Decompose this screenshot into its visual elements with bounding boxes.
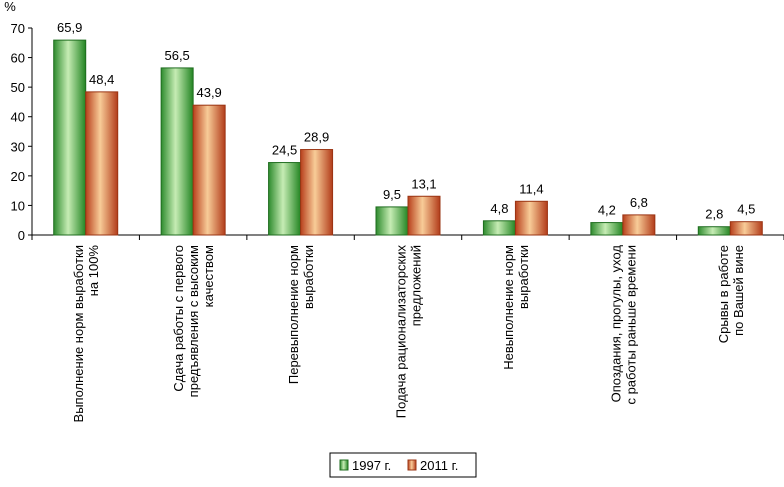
legend-label: 2011 г. — [420, 458, 458, 473]
y-tick-label: 10 — [11, 198, 25, 213]
bar-2011-5 — [622, 214, 656, 236]
data-label: 28,9 — [304, 130, 329, 145]
bar-1997-5 — [590, 222, 624, 236]
data-label: 11,4 — [519, 181, 543, 196]
y-tick-label: 60 — [11, 51, 25, 66]
bar-1997-2 — [268, 162, 302, 236]
data-label: 43,9 — [196, 85, 221, 100]
bar-2011-3 — [407, 195, 441, 236]
category-label: Опоздания, прогулы, уход с работы раньше … — [608, 245, 638, 405]
data-label: 65,9 — [57, 20, 82, 35]
bar-2011-1 — [192, 104, 226, 236]
category-label-line: Подача рационализаторских — [394, 245, 409, 419]
category-label-line: на 100% — [86, 245, 101, 297]
data-labels: 65,9 48,4 56,5 43,9 24,5 28,9 9,5 13,1 4,8 11,4 4,… — [57, 20, 755, 222]
category-label-line: Выполнение норм выработки — [71, 245, 86, 422]
data-label: 2,8 — [705, 207, 723, 222]
bars — [53, 39, 763, 236]
data-label: 4,5 — [737, 202, 755, 217]
bar-2011-4 — [514, 200, 548, 236]
category-label: Подача рационализаторских предложений — [394, 245, 424, 419]
category-label-line: предъявления с высоким — [186, 245, 201, 397]
category-label: Выполнение норм выработки на 100% — [71, 245, 101, 423]
bar-2011-0 — [85, 91, 119, 236]
axes: 0 10 20 30 40 50 60 70% — [4, 0, 784, 243]
category-label: Невыполнение норм выработки — [501, 245, 531, 370]
data-label: 4,8 — [490, 201, 508, 216]
category-label-line: Невыполнение норм — [501, 245, 516, 370]
legend-box — [329, 452, 477, 478]
data-label: 4,2 — [598, 203, 616, 218]
data-label: 13,1 — [411, 176, 436, 191]
category-label-line: с работы раньше времени — [623, 245, 638, 405]
data-label: 6,8 — [630, 195, 648, 210]
category-label-line: Перевыполнение норм — [286, 245, 301, 384]
category-label-line: выработки — [516, 245, 531, 309]
bar-2011-6 — [729, 221, 763, 236]
category-label: Перевыполнение норм выработки — [286, 245, 316, 384]
category-label: Срывы в работе по Вашей вине — [716, 245, 746, 343]
legend-swatch-1997 — [339, 459, 349, 471]
data-label: 48,4 — [89, 72, 114, 87]
category-label-line: выработки — [301, 245, 316, 309]
data-label: 56,5 — [164, 48, 189, 63]
y-tick-label: 50 — [11, 80, 25, 95]
legend-label: 1997 г. — [352, 458, 391, 473]
legend-swatch-2011 — [407, 459, 417, 471]
category-labels: Выполнение норм выработки на 100% Сдача ра… — [71, 245, 746, 423]
y-tick-label: 40 — [11, 110, 25, 125]
y-tick-label: 30 — [11, 139, 25, 154]
bar-1997-6 — [697, 226, 731, 236]
bar-1997-0 — [53, 39, 87, 236]
y-tick-label: 70 — [11, 21, 25, 36]
category-label-line: Опоздания, прогулы, уход — [608, 245, 623, 403]
bar-1997-1 — [160, 67, 194, 236]
y-axis-unit-label: % — [4, 0, 16, 14]
category-label-line: качеством — [201, 245, 216, 307]
bar-1997-4 — [482, 220, 516, 236]
legend: 1997 г. 2011 г. — [329, 452, 477, 478]
bar-1997-3 — [375, 206, 409, 236]
category-label-line: Сдача работы с первого — [171, 245, 186, 392]
y-tick-label: 20 — [11, 169, 25, 184]
category-label-line: Срывы в работе — [716, 245, 731, 343]
bar-2011-2 — [300, 149, 334, 236]
category-label: Сдача работы с первого предъявления с выс… — [171, 245, 216, 397]
category-label-line: по Вашей вине — [731, 245, 746, 336]
category-label-line: предложений — [409, 245, 424, 326]
data-label: 24,5 — [272, 143, 297, 158]
data-label: 9,5 — [383, 187, 401, 202]
y-tick-label: 0 — [18, 228, 25, 243]
